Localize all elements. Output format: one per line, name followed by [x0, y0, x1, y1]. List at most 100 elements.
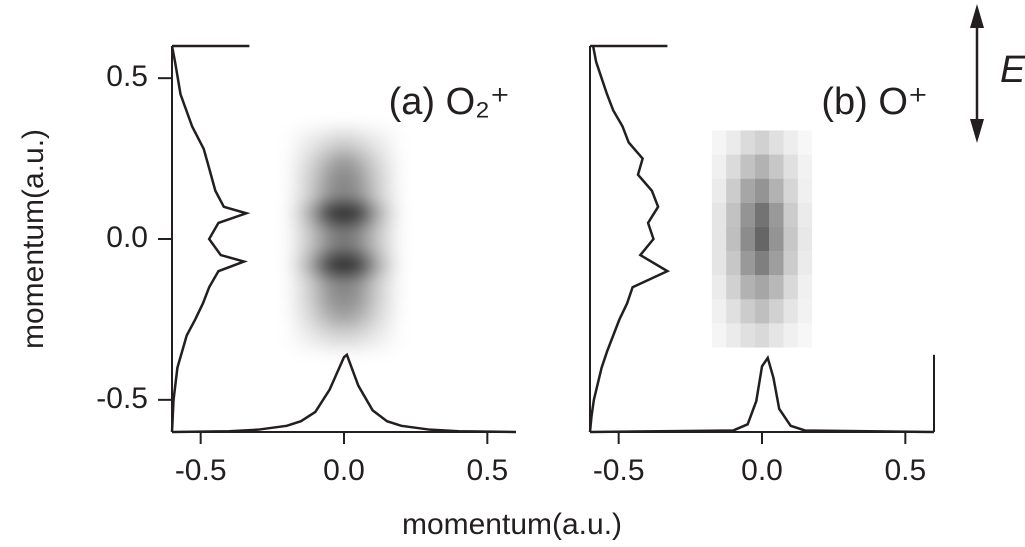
- x-tick-label: -0.5: [175, 454, 227, 487]
- heatmap-cell: [293, 202, 309, 225]
- heatmap-cell: [798, 130, 812, 154]
- heatmap-cell: [293, 279, 309, 302]
- y-tick-label: 0.5: [106, 60, 148, 93]
- e-field-label: E: [1000, 49, 1025, 91]
- heatmap-cell: [351, 153, 366, 177]
- y-tick-label: 0.0: [106, 221, 148, 254]
- heatmap-cell: [711, 323, 727, 348]
- heatmap-cell: [336, 301, 352, 325]
- heatmap-cell: [797, 226, 813, 252]
- heatmap-cell: [293, 153, 309, 177]
- heatmap-cell: [783, 323, 798, 348]
- heatmap: [711, 130, 813, 348]
- heatmap-cell: [365, 324, 380, 347]
- heatmap-cell: [797, 299, 813, 324]
- heatmap-cell: [308, 279, 323, 302]
- heatmap-cell: [726, 226, 741, 252]
- heatmap-cell: [769, 226, 784, 252]
- heatmap-cell: [351, 176, 366, 199]
- heatmap-cell: [726, 323, 741, 348]
- arrow-head: [970, 4, 984, 28]
- y-projection: [588, 45, 671, 433]
- heatmap-cell: [769, 154, 784, 179]
- heatmap-cell: [740, 275, 755, 300]
- x-tick-label: 0.5: [884, 454, 926, 487]
- x-tick-label: 0.0: [741, 454, 783, 487]
- heatmap-cell: [769, 323, 784, 348]
- heatmap-cell: [351, 227, 366, 251]
- heatmap-cell: [769, 299, 784, 324]
- heatmap-cell: [293, 176, 309, 199]
- heatmap-cell: [308, 202, 323, 225]
- heatmap-cell: [726, 130, 741, 155]
- heatmap-cell: [351, 202, 366, 225]
- heatmap-cell: [726, 299, 741, 324]
- heatmap-cell: [797, 154, 813, 179]
- heatmap-cell: [322, 279, 337, 302]
- x-tick-label: -0.5: [593, 454, 645, 487]
- heatmap-cell: [711, 226, 727, 252]
- heatmap-cell: [336, 227, 352, 251]
- heatmap-cell: [351, 301, 366, 325]
- heatmap-cell: [740, 178, 755, 203]
- heatmap-cell: [322, 153, 337, 177]
- heatmap-cell: [711, 154, 727, 179]
- heatmap-cell: [711, 130, 727, 155]
- heatmap-cell: [336, 253, 352, 276]
- heatmap-cell: [783, 275, 798, 300]
- heatmap-cell: [726, 251, 741, 276]
- heatmap-cell: [754, 130, 770, 155]
- heatmap-cell: [293, 253, 309, 276]
- heatmap-cell: [322, 301, 337, 325]
- heatmap-cell: [754, 251, 770, 276]
- heatmap-cell: [351, 324, 366, 347]
- heatmap-cell: [769, 275, 784, 300]
- heatmap-cell: [322, 202, 337, 225]
- heatmap-cell: [740, 226, 755, 252]
- heatmap-cell: [351, 253, 366, 276]
- heatmap-cell: [754, 323, 770, 348]
- heatmap-cell: [740, 130, 755, 155]
- heatmap-cell: [308, 153, 323, 177]
- heatmap-cell: [711, 275, 727, 300]
- heatmap-cell: [293, 301, 309, 325]
- arrow-head: [970, 119, 984, 143]
- heatmap-cell: [711, 299, 727, 324]
- heatmap-cell: [336, 279, 352, 302]
- heatmap-cell: [783, 202, 798, 227]
- x-axis-label: momentum(a.u.): [402, 508, 622, 541]
- heatmap-cell: [754, 226, 770, 252]
- heatmap-cell: [783, 130, 798, 155]
- heatmap-cell: [336, 153, 352, 177]
- heatmap-cell: [783, 154, 798, 179]
- y-projection: [170, 45, 251, 433]
- heatmap-cell: [769, 251, 784, 276]
- panel-title: (a) O₂⁺: [389, 81, 510, 123]
- heatmap-cell: [379, 153, 395, 177]
- heatmap-cell: [336, 176, 352, 199]
- heatmap-cell: [783, 299, 798, 324]
- x-projection: [171, 352, 517, 434]
- heatmap: [293, 131, 395, 347]
- heatmap-cell: [365, 131, 380, 154]
- heatmap-cell: [740, 299, 755, 324]
- heatmap-cell: [726, 275, 741, 300]
- y-axis-label: momentum(a.u.): [17, 129, 50, 349]
- heatmap-cell: [754, 178, 770, 203]
- x-tick-label: 0.0: [323, 454, 365, 487]
- heatmap-cell: [783, 178, 798, 203]
- heatmap-cell: [365, 279, 380, 302]
- heatmap-cell: [711, 202, 727, 227]
- x-tick-label: 0.5: [466, 454, 508, 487]
- heatmap-cell: [365, 202, 380, 225]
- heatmap-cell: [797, 251, 813, 276]
- heatmap-cell: [379, 279, 395, 302]
- heatmap-cell: [365, 227, 380, 251]
- heatmap-cell: [740, 323, 755, 348]
- heatmap-cell: [379, 202, 395, 225]
- heatmap-cell: [293, 324, 309, 347]
- heatmap-cell: [726, 202, 741, 227]
- heatmap-cell: [783, 251, 798, 276]
- heatmap-cell: [379, 253, 395, 276]
- heatmap-cell: [754, 154, 770, 179]
